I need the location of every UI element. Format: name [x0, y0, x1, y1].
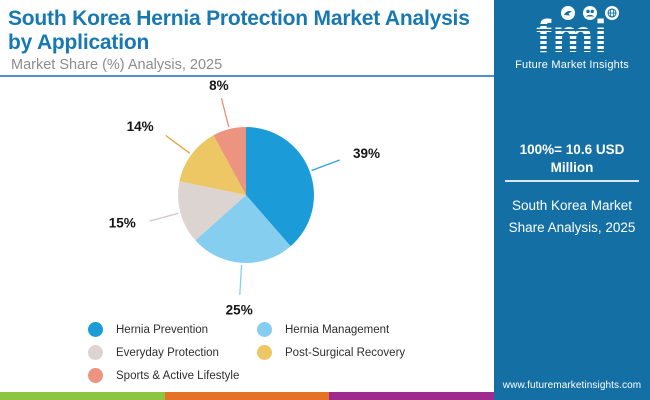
legend-label: Post-Surgical Recovery: [285, 346, 406, 359]
data-label-everyday-protection: 15%: [109, 215, 136, 230]
legend-swatch-hernia-management: [257, 322, 272, 337]
legend-swatch-hernia-prevention: [88, 322, 103, 337]
chart-legend: Hernia Prevention Hernia Management Everyd…: [88, 322, 405, 383]
sidebar-description-text: South Korea Market Share Analysis, 2025: [508, 198, 636, 235]
brand-icons-row: [530, 6, 650, 20]
dove-icon: [561, 6, 575, 20]
brand-block: fmi Future Market Insights: [494, 6, 650, 71]
leader-line-hernia-management: [239, 264, 243, 295]
market-size-stat: 100%= 10.6 USD Million: [494, 141, 650, 176]
legend-label: Hernia Management: [285, 323, 390, 336]
pie-slice-post-surgical-recovery: [179, 135, 246, 195]
brand-tagline: Future Market Insights: [515, 58, 629, 71]
page-subtitle: Market Share (%) Analysis, 2025: [11, 56, 223, 73]
footer-bar-segment: [164, 392, 330, 400]
legend-item-post-surgical-recovery: Post-Surgical Recovery: [257, 345, 405, 360]
leader-line-everyday-protection: [149, 212, 179, 222]
leader-line-sports-active-lifestyle: [220, 97, 230, 128]
data-label-sports-active-lifestyle: 8%: [209, 78, 229, 93]
pie-slice-hernia-management: [195, 195, 291, 263]
legend-swatch-post-surgical-recovery: [257, 345, 272, 360]
legend-label: Sports & Active Lifestyle: [116, 369, 240, 382]
pie-chart-svg: 39% 25% 15% 14% 8%: [109, 78, 380, 317]
legend-item-sports-active-lifestyle: Sports & Active Lifestyle: [88, 368, 257, 383]
market-size-stat-text: 100%= 10.6 USD Million: [519, 142, 625, 175]
footer-bar-segment: [329, 392, 495, 400]
website-url: www.futuremarketinsights.com: [502, 380, 642, 391]
sidebar-divider: [505, 180, 639, 182]
footer-color-bar: [0, 392, 495, 400]
legend-label: Hernia Prevention: [116, 323, 209, 336]
title-divider: [0, 75, 494, 77]
sidebar-description: South Korea Market Share Analysis, 2025: [494, 195, 650, 238]
data-label-hernia-management: 25%: [226, 302, 253, 317]
fmi-logo: fmi: [534, 10, 610, 62]
community-icon: [583, 6, 597, 20]
footer-bar-segment: [0, 392, 165, 400]
leader-line-post-surgical-recovery: [165, 134, 191, 154]
page-title: South Korea Hernia Protection Market Ana…: [8, 7, 470, 54]
pie-slice-everyday-protection: [178, 181, 246, 241]
leader-line-hernia-prevention: [311, 159, 340, 172]
data-label-post-surgical-recovery: 14%: [127, 119, 154, 134]
legend-item-hernia-management: Hernia Management: [257, 322, 405, 337]
legend-swatch-everyday-protection: [88, 345, 103, 360]
pie-slice-sports-active-lifestyle: [213, 126, 246, 195]
pie-slice-hernia-prevention: [246, 127, 314, 247]
globe-icon: [605, 6, 619, 20]
legend-item-everyday-protection: Everyday Protection: [88, 345, 257, 360]
brand-sidebar: fmi Future Market Insights 100%= 10.6 US…: [494, 0, 650, 400]
legend-item-hernia-prevention: Hernia Prevention: [88, 322, 257, 337]
legend-label: Everyday Protection: [116, 346, 219, 359]
main-panel: South Korea Hernia Protection Market Ana…: [0, 7, 495, 400]
data-label-hernia-prevention: 39%: [353, 146, 380, 161]
legend-swatch-sports-active-lifestyle: [88, 368, 103, 383]
